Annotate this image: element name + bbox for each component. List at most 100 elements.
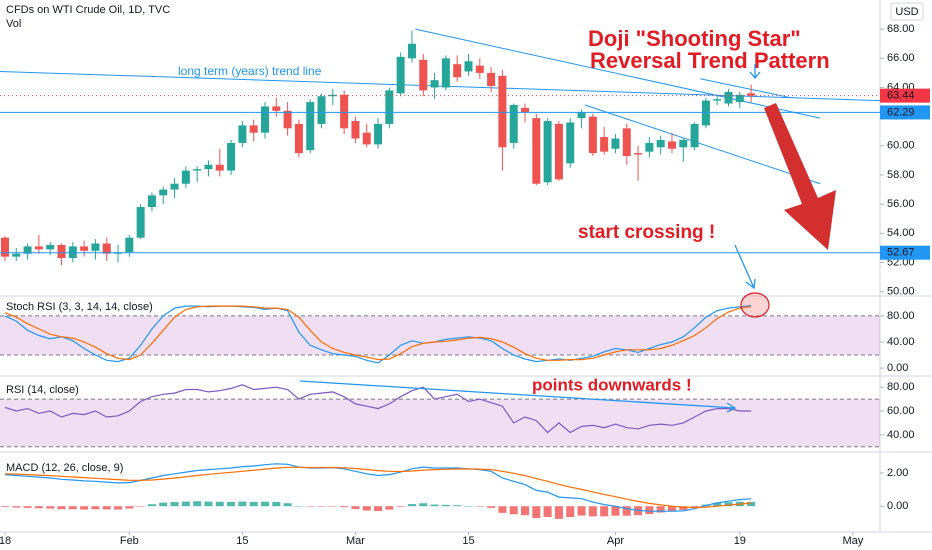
candle-body	[0, 237, 9, 257]
candle-body	[622, 128, 631, 157]
x-tick-label: May	[842, 535, 863, 547]
trend-line	[0, 70, 881, 102]
candle-body	[340, 94, 349, 129]
price-tag-label: 63.44	[887, 90, 915, 102]
candle-body	[12, 253, 21, 257]
histogram-bar	[453, 505, 462, 507]
candle-body	[170, 183, 179, 190]
y-tick-label: 80.00	[887, 310, 915, 322]
y-tick-label: 58.00	[887, 169, 915, 181]
histogram-bar	[181, 501, 190, 507]
y-tick-label: 80.00	[887, 381, 915, 393]
histogram-bar	[204, 501, 213, 507]
price-tag-label: 52.67	[887, 247, 915, 259]
candle-body	[159, 189, 168, 196]
candle-body	[713, 99, 722, 101]
candle-body	[747, 93, 756, 96]
y-tick-label: 56.00	[887, 198, 915, 210]
histogram-bar	[656, 506, 665, 513]
x-tick-label: Mar	[346, 535, 365, 547]
histogram-bar	[249, 501, 258, 507]
histogram-bar	[667, 506, 676, 512]
histogram-bar	[91, 506, 100, 510]
candle-body	[34, 246, 43, 250]
candle-body	[193, 169, 202, 171]
histogram-bar	[679, 506, 688, 510]
histogram-bar	[136, 506, 145, 507]
candle-body	[588, 116, 597, 154]
candle-body	[215, 164, 224, 171]
histogram-bar	[147, 504, 156, 507]
histogram-bar	[227, 501, 236, 507]
candle-body	[396, 56, 405, 94]
candle-body	[227, 142, 236, 171]
y-tick-label: 40.00	[887, 336, 915, 348]
histogram-bar	[441, 504, 450, 507]
histogram-bar	[713, 502, 722, 507]
candle-body	[487, 72, 496, 87]
y-tick-label: 54.00	[887, 227, 915, 239]
histogram-bar	[170, 502, 179, 507]
histogram-bar	[543, 506, 552, 518]
x-tick-label: Apr	[607, 535, 624, 547]
series-line	[4, 384, 752, 434]
annotation: points downwards !	[532, 375, 692, 394]
histogram-bar	[407, 504, 416, 507]
currency-label[interactable]: USD	[895, 6, 918, 18]
candle-body	[102, 243, 111, 254]
annotation: Doji "Shooting Star"	[588, 26, 801, 51]
x-tick-label: 18	[0, 535, 11, 547]
candle-body	[385, 90, 394, 124]
histogram-bar	[430, 504, 439, 507]
currency-box[interactable]	[890, 2, 924, 21]
histogram-bar	[464, 506, 473, 507]
histogram-bar	[385, 506, 394, 510]
candle-body	[521, 107, 530, 113]
candle-body	[317, 96, 326, 124]
candle-body	[543, 121, 552, 183]
candle-body	[294, 123, 303, 154]
candle-body	[351, 121, 360, 139]
annotation: long term (years) trend line	[178, 64, 322, 78]
candle-body	[204, 164, 213, 170]
candle-body	[283, 110, 292, 129]
histogram-bar	[102, 506, 111, 510]
histogram-bar	[600, 506, 609, 517]
candle-body	[249, 125, 258, 133]
candle-body	[260, 106, 269, 133]
x-tick-label: 15	[462, 535, 474, 547]
big-down-arrow	[764, 103, 836, 250]
y-tick-label: 40.00	[887, 429, 915, 441]
histogram-bar	[521, 506, 530, 516]
candle-body	[430, 80, 439, 88]
histogram-bar	[554, 506, 563, 519]
histogram-bar	[12, 506, 21, 508]
candle-body	[701, 100, 710, 126]
series-line	[4, 305, 752, 361]
arrow	[749, 64, 761, 80]
histogram-bar	[159, 502, 168, 507]
histogram-bar	[532, 506, 541, 519]
y-tick-label: 0.00	[887, 500, 908, 512]
candle-body	[181, 170, 190, 184]
y-tick-label: 0.00	[887, 362, 908, 374]
band	[0, 315, 880, 356]
histogram-bar	[588, 506, 597, 517]
histogram-bar	[215, 501, 224, 507]
symbol-title: CFDs on WTI Crude Oil, 1D, TVC	[6, 4, 170, 16]
histogram-bar	[283, 503, 292, 507]
histogram-bar	[272, 501, 281, 507]
candle-body	[91, 243, 100, 251]
candle-body	[464, 61, 473, 72]
histogram-bar	[125, 506, 134, 509]
y-tick-label: 2.00	[887, 467, 908, 479]
histogram-bar	[351, 506, 360, 510]
histogram-bar	[340, 506, 349, 508]
y-tick-label: 68.00	[887, 23, 915, 35]
candle-body	[532, 118, 541, 184]
arrow	[734, 244, 756, 290]
candle-body	[679, 139, 688, 148]
candle-body	[306, 102, 315, 151]
